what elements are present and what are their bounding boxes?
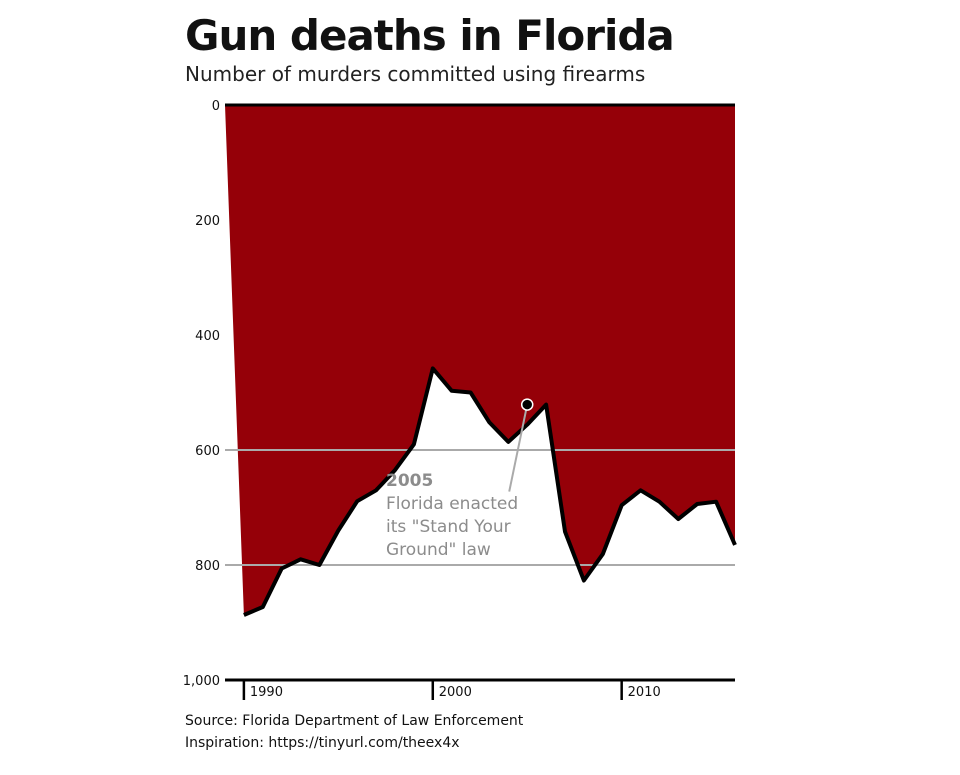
chart-subtitle: Number of murders committed using firear…: [185, 62, 646, 86]
x-tick-label: 2000: [439, 685, 472, 700]
annotation: 2005 Florida enacted its "Stand Your Gro…: [386, 398, 534, 560]
chart-title: Gun deaths in Florida: [185, 11, 675, 60]
x-tick-label: 1990: [250, 685, 283, 700]
x-axis-ticks: 1990 2000 2010: [242, 680, 661, 700]
inspiration-line: Inspiration: https://tinyurl.com/theex4x: [185, 735, 460, 751]
y-tick-label: 0: [212, 99, 220, 114]
source-line: Source: Florida Department of Law Enforc…: [185, 713, 524, 729]
y-tick-label: 200: [195, 214, 220, 229]
y-tick-label: 1,000: [183, 674, 220, 689]
y-axis-ticks: 0 200 400 600 800 1,000: [183, 99, 220, 689]
annotation-leader-line: [508, 404, 529, 492]
series-line: [243, 366, 737, 617]
annotation-text-line: its "Stand Your: [386, 517, 511, 537]
y-tick-label: 400: [195, 329, 220, 344]
reference-lines: [225, 449, 735, 566]
annotation-text-line: Ground" law: [386, 540, 491, 560]
annotation-text-line: Florida enacted: [386, 494, 518, 514]
area-fill: [225, 105, 735, 615]
annotation-year: 2005: [386, 471, 433, 491]
x-tick-label: 2010: [628, 685, 661, 700]
y-tick-label: 600: [195, 444, 220, 459]
y-tick-label: 800: [195, 559, 220, 574]
annotation-point: [520, 398, 534, 411]
source-note: Source: Florida Department of Law Enforc…: [185, 710, 523, 754]
